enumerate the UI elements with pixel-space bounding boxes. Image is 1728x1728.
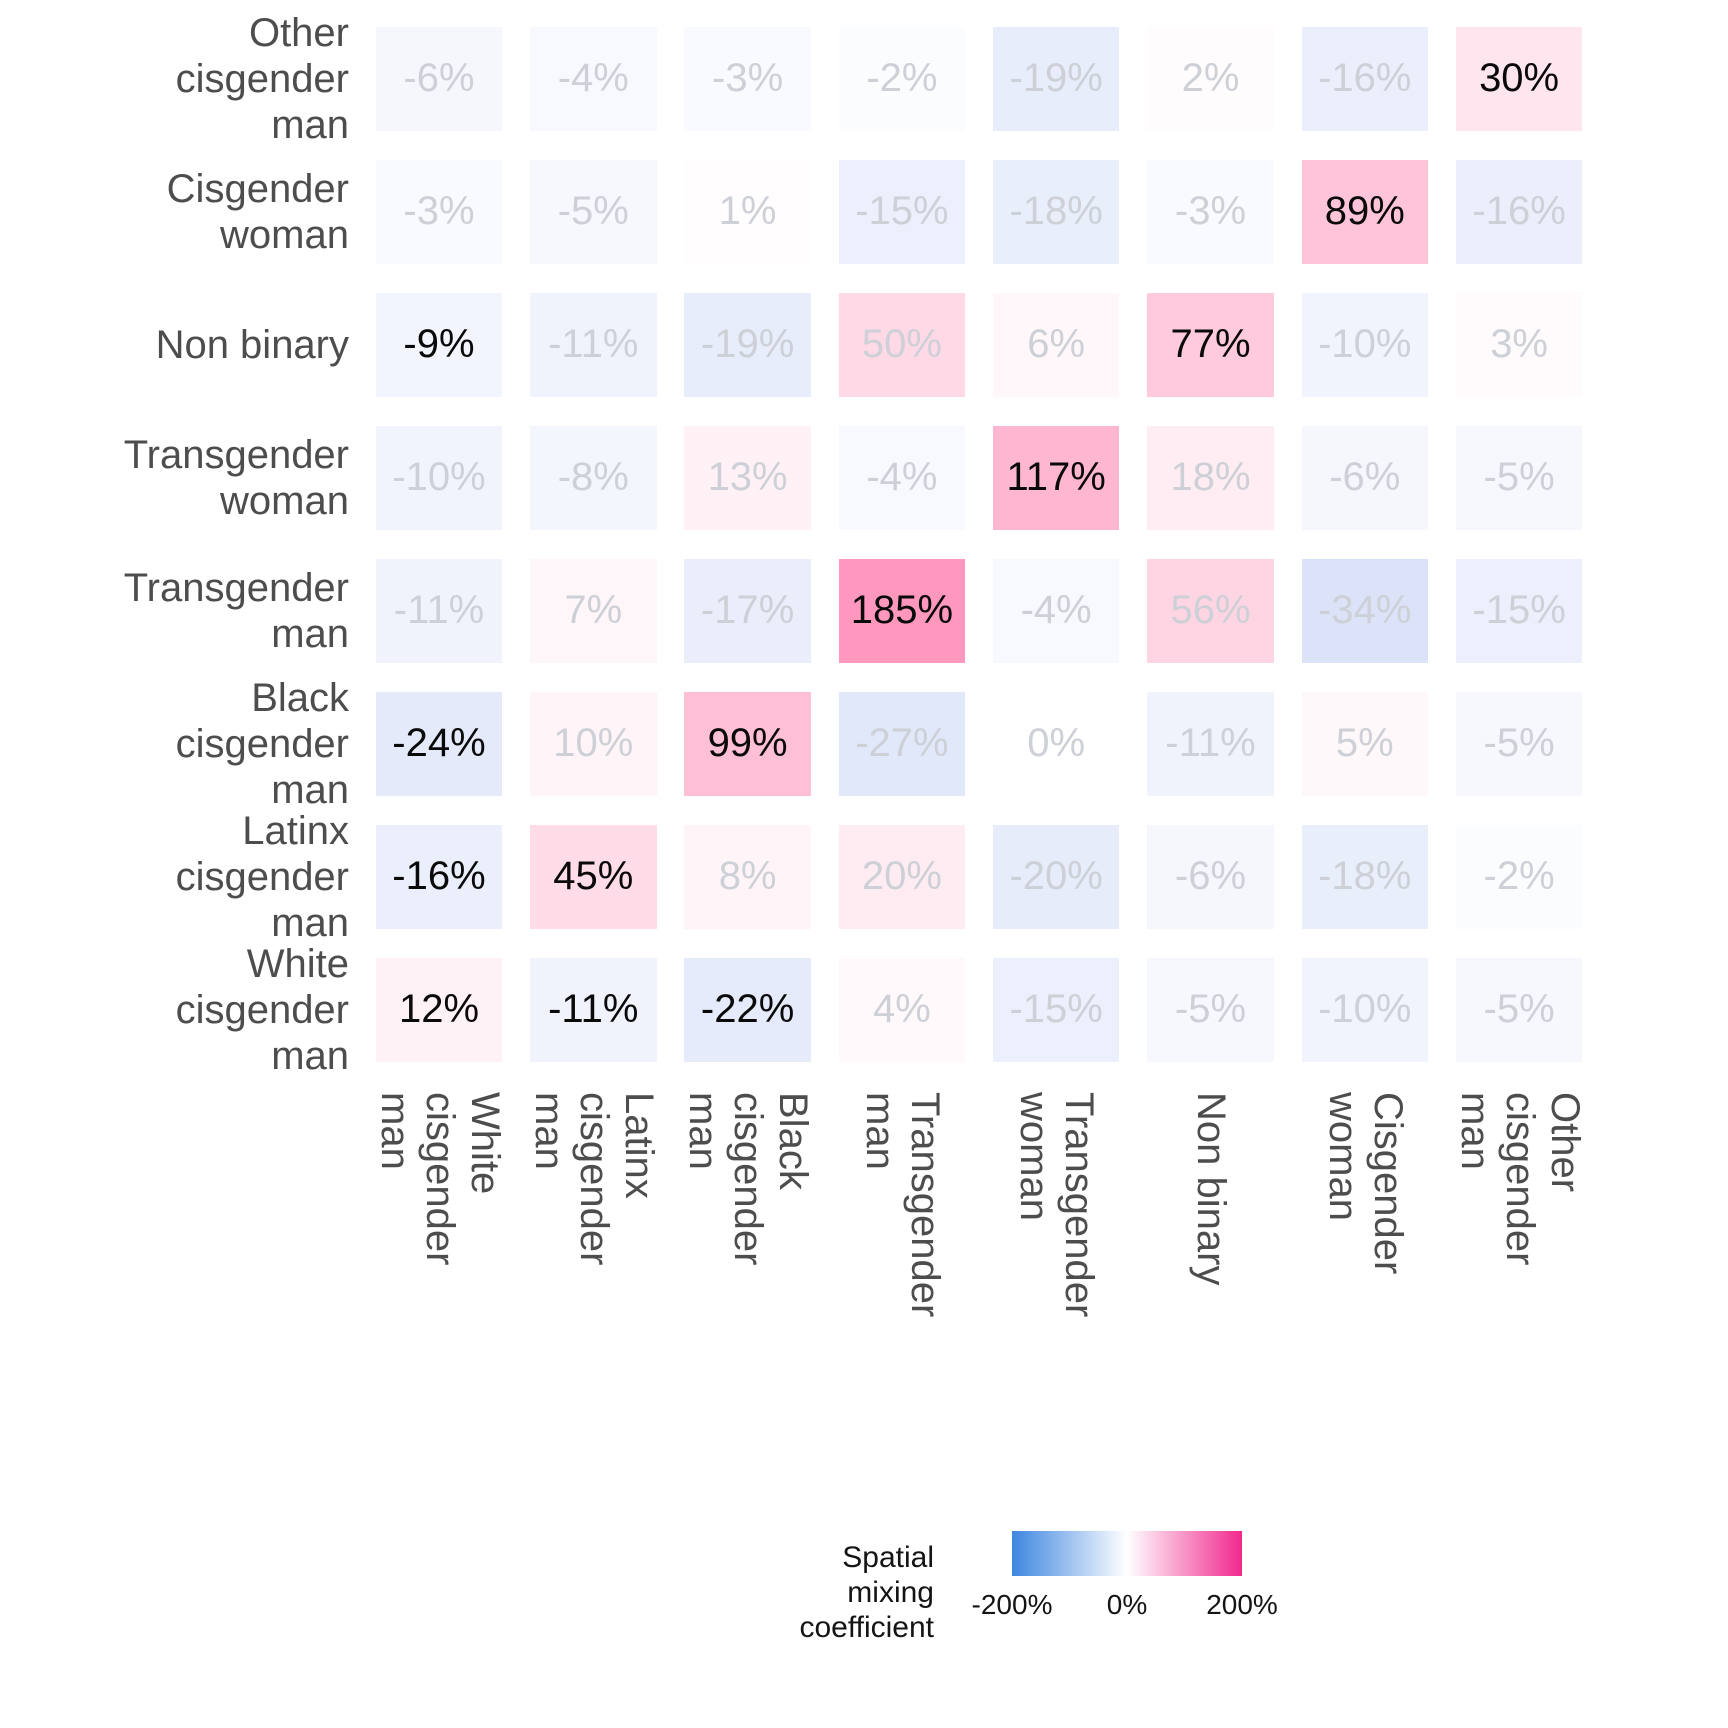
row-label: Other cisgender man	[175, 10, 349, 147]
heatmap-cell: 77%	[1147, 293, 1274, 397]
heatmap-cell: -16%	[1301, 27, 1429, 131]
legend-tick-label: -200%	[971, 1589, 1053, 1620]
heatmap-cell: -10%	[375, 426, 503, 530]
heatmap-cell: -2%	[1455, 825, 1583, 929]
heatmap-cell: 45%	[530, 825, 657, 929]
heatmap-cell: 56%	[1147, 559, 1274, 663]
heatmap-cell: 10%	[530, 692, 657, 796]
heatmap-cell: -3%	[684, 27, 811, 131]
heatmap-cell: -4%	[838, 426, 966, 530]
heatmap-cell: -15%	[992, 958, 1120, 1062]
col-label: Other cisgender man	[1452, 1092, 1587, 1266]
heatmap-cell: -11%	[530, 958, 657, 1062]
col-label: Non binary	[1189, 1092, 1233, 1286]
heatmap-cell: 20%	[838, 825, 966, 929]
heatmap-cell: -11%	[530, 293, 657, 397]
row-label: Latinx cisgender man	[175, 808, 349, 945]
heatmap-cell: -10%	[1301, 958, 1429, 1062]
heatmap-cell: -20%	[992, 825, 1120, 929]
heatmap-cell: -18%	[1301, 825, 1429, 929]
heatmap-cell: -3%	[375, 160, 503, 264]
heatmap-cell: -5%	[530, 160, 657, 264]
heatmap-cell: -8%	[530, 426, 657, 530]
heatmap-cell: 0%	[992, 692, 1120, 796]
col-label: Transgender woman	[1012, 1092, 1102, 1318]
row-label: Transgender man	[123, 565, 349, 656]
heatmap-cell: 13%	[684, 426, 811, 530]
heatmap-cell: 5%	[1301, 692, 1429, 796]
legend-tick-label: 200%	[1206, 1589, 1278, 1620]
heatmap-cell: -17%	[684, 559, 811, 663]
heatmap-cell: 99%	[684, 692, 811, 796]
row-label: Cisgender woman	[166, 166, 349, 257]
heatmap-cell: -15%	[1455, 559, 1583, 663]
legend-title: Spatial mixing coefficient	[600, 1540, 934, 1645]
heatmap-cell: -22%	[684, 958, 811, 1062]
heatmap-cell: -6%	[1147, 825, 1274, 929]
heatmap-cell: 117%	[992, 426, 1120, 530]
heatmap-cell: -10%	[1301, 293, 1429, 397]
heatmap-cell: -4%	[992, 559, 1120, 663]
heatmap-cell: -9%	[375, 293, 503, 397]
heatmap-cell: 30%	[1455, 27, 1583, 131]
heatmap-cell: 2%	[1147, 27, 1274, 131]
heatmap-cell: 4%	[838, 958, 966, 1062]
heatmap-cell: -6%	[375, 27, 503, 131]
row-label: Non binary	[155, 322, 349, 367]
heatmap-cell: -5%	[1455, 958, 1583, 1062]
heatmap-cell: -4%	[530, 27, 657, 131]
legend-title-line: mixing	[847, 1576, 934, 1609]
legend-title-line: coefficient	[799, 1611, 934, 1644]
heatmap-cell: -5%	[1455, 692, 1583, 796]
legend-title-line: Spatial	[842, 1541, 934, 1574]
heatmap-cell: -15%	[838, 160, 966, 264]
heatmap-cell: 50%	[838, 293, 966, 397]
heatmap-cell: 7%	[530, 559, 657, 663]
row-label: Transgender woman	[123, 432, 349, 523]
heatmap-cell: 1%	[684, 160, 811, 264]
heatmap-cell: 89%	[1301, 160, 1429, 264]
heatmap-cell: -6%	[1301, 426, 1429, 530]
col-label: Black cisgender man	[681, 1092, 816, 1266]
heatmap-cell: 3%	[1455, 293, 1583, 397]
legend-gradient-bar	[1012, 1531, 1242, 1576]
heatmap-cell: -16%	[1455, 160, 1583, 264]
heatmap-cell: -3%	[1147, 160, 1274, 264]
col-label: Cisgender woman	[1320, 1092, 1410, 1275]
heatmap-cell: -24%	[375, 692, 503, 796]
row-label: Black cisgender man	[175, 675, 349, 812]
heatmap-cell: -5%	[1455, 426, 1583, 530]
row-label: White cisgender man	[175, 941, 349, 1078]
heatmap-cell: -18%	[992, 160, 1120, 264]
heatmap-cell: -34%	[1301, 559, 1429, 663]
heatmap-cell: 18%	[1147, 426, 1274, 530]
heatmap-cell: 185%	[838, 559, 966, 663]
heatmap-cell: -2%	[838, 27, 966, 131]
heatmap-cell: -5%	[1147, 958, 1274, 1062]
heatmap-cell: -11%	[1147, 692, 1274, 796]
legend-tick-label: 0%	[1106, 1589, 1148, 1620]
heatmap-cell: 8%	[684, 825, 811, 929]
heatmap-cell: -19%	[684, 293, 811, 397]
heatmap-cell: -27%	[838, 692, 966, 796]
heatmap-cell: 12%	[375, 958, 503, 1062]
col-label: Latinx cisgender man	[526, 1092, 661, 1266]
heatmap-cell: -11%	[375, 559, 503, 663]
col-label: White cisgender man	[372, 1092, 507, 1266]
heatmap-cell: -16%	[375, 825, 503, 929]
heatmap-cell: -19%	[992, 27, 1120, 131]
col-label: Transgender man	[857, 1092, 947, 1318]
heatmap-cell: 6%	[992, 293, 1120, 397]
